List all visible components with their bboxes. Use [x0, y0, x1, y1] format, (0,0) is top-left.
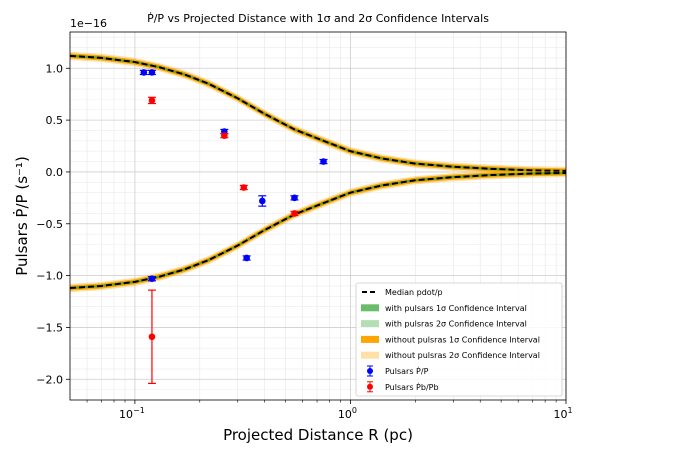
y-tick-label: −1.0 [36, 270, 63, 283]
x-tick-exponent: −1 [133, 406, 145, 415]
y-tick-label: 0.5 [46, 114, 64, 127]
legend-swatch-marker [367, 383, 373, 390]
confidence-bands [70, 51, 566, 293]
data-point-series-1 [220, 132, 229, 139]
point-marker [320, 158, 327, 165]
point-marker [258, 197, 266, 205]
legend-swatch-patch [361, 304, 379, 312]
x-tick-exponent: 0 [352, 406, 357, 415]
data-point-series-1 [147, 96, 156, 105]
point-marker [148, 97, 156, 104]
point-marker [221, 132, 228, 139]
data-point-series-0 [147, 275, 156, 283]
legend-label: Median pdot/p [385, 288, 443, 297]
legend-item: Median pdot/p [362, 288, 443, 297]
confidence-band-lower [70, 170, 566, 291]
y-tick-label: −2.0 [36, 373, 63, 386]
legend-swatch-patch [361, 335, 379, 343]
legend-item: with pulsras 2σ Confidence Interval [361, 320, 527, 329]
data-point-series-1 [239, 184, 248, 191]
point-marker [140, 69, 148, 76]
point-marker [291, 210, 298, 217]
chart-title: Ṗ/P vs Projected Distance with 1σ and 2σ… [147, 12, 489, 25]
y-axis-label: Pulsars Ṗ/P (s⁻¹) [12, 156, 31, 276]
x-axis-ticks: 10−1 100 101 [119, 400, 573, 421]
y-tick-label: 1.0 [46, 62, 64, 75]
point-marker [240, 184, 248, 191]
point-marker [148, 333, 156, 341]
x-tick-label: 10−1 [119, 406, 145, 421]
y-tick-label: −1.5 [36, 321, 63, 334]
legend-swatch-patch [361, 320, 379, 328]
legend-label: with pulsras 2σ Confidence Interval [385, 320, 527, 329]
y-tick-label: 0.0 [46, 166, 64, 179]
x-tick-label: 100 [338, 406, 357, 421]
data-point-series-0 [258, 195, 267, 207]
point-marker [148, 275, 156, 283]
x-tick-exponent: 1 [567, 406, 572, 415]
x-tick-base: 10 [553, 408, 567, 421]
legend-box [355, 282, 563, 397]
legend-swatch-patch [361, 351, 379, 359]
point-marker [291, 194, 298, 202]
data-point-series-0 [139, 69, 148, 76]
plot-frame [69, 31, 567, 401]
point-marker [243, 254, 250, 262]
legend-label: Pulsars Ṗb/Pb [385, 382, 439, 392]
data-point-series-0 [290, 194, 299, 202]
confidence-band-lower [70, 168, 566, 293]
data-point-series-0 [319, 158, 328, 165]
legend-label: Pulsars Ṗ/P [385, 366, 429, 376]
legend-item: with pulsars 1σ Confidence Interval [361, 304, 527, 313]
y-offset-label: 1e−16 [70, 17, 107, 30]
legend-item: without pulsras 2σ Confidence Interval [361, 351, 540, 360]
x-tick-label: 101 [553, 406, 572, 421]
median-curve-lower [69, 171, 567, 290]
x-tick-base: 10 [338, 408, 352, 421]
median-curve-upper [69, 54, 567, 172]
legend-label: without pulsras 2σ Confidence Interval [385, 351, 540, 360]
legend-swatch-marker [367, 368, 373, 374]
data-points [139, 69, 328, 385]
data-point-series-1 [290, 210, 299, 217]
legend-item: without pulsras 1σ Confidence Interval [361, 335, 540, 344]
legend-label: without pulsras 1σ Confidence Interval [385, 335, 540, 344]
legend: Median pdot/p with pulsars 1σ Confidence … [355, 282, 563, 397]
point-marker [148, 69, 156, 76]
legend-item: Pulsars Ṗb/Pb [367, 381, 439, 393]
x-tick-base: 10 [119, 408, 133, 421]
confidence-band-upper [70, 51, 566, 176]
confidence-band-lower [70, 171, 566, 290]
data-point-series-0 [147, 69, 156, 76]
y-tick-label: −0.5 [36, 218, 63, 231]
data-point-series-1 [147, 289, 156, 385]
x-axis-label: Projected Distance R (pc) [223, 426, 413, 444]
legend-label: with pulsars 1σ Confidence Interval [385, 304, 527, 313]
confidence-band-lower [70, 171, 566, 290]
legend-item: Pulsars Ṗ/P [367, 365, 429, 377]
data-point-series-0 [242, 254, 251, 262]
y-axis-ticks: 1.0 0.5 0.0 −0.5 −1.0 −1.5 −2.0 [36, 62, 70, 386]
